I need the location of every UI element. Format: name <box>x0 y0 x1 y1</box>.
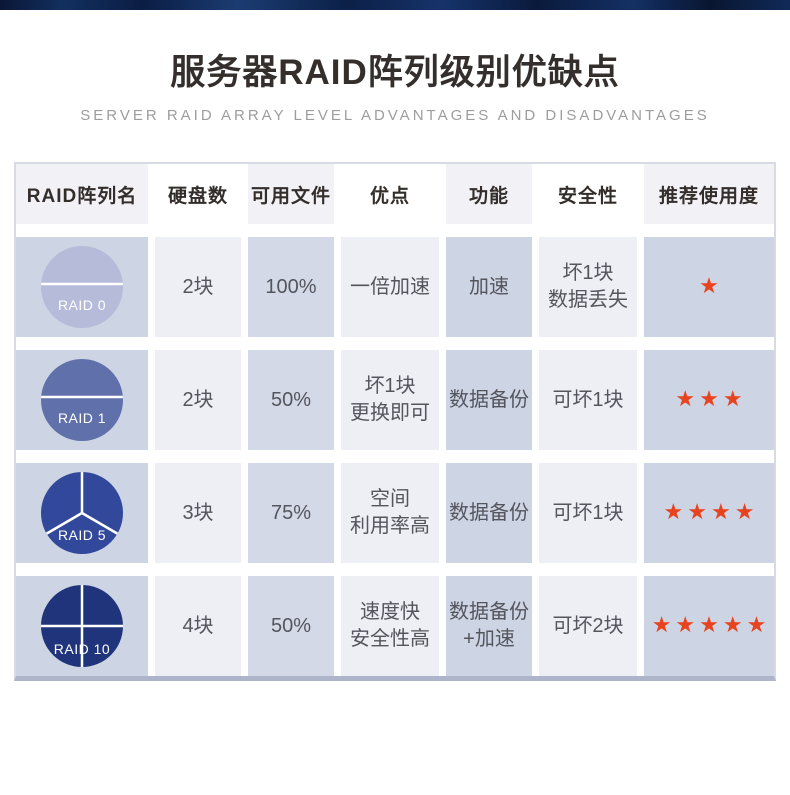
page-title: 服务器RAID阵列级别优缺点 <box>170 53 620 92</box>
raid-comparison-table: RAID阵列名 硬盘数 可用文件 优点 功能 安全性 推荐使用度 RAID 0 … <box>14 162 776 681</box>
raid0-segment-lines <box>41 282 123 286</box>
raid5-usable-cell: 75% <box>248 463 334 563</box>
header-recommendation: 推荐使用度 <box>644 164 774 224</box>
raid5-advantage-cell: 空间 利用率高 <box>341 463 439 563</box>
raid0-label: RAID 0 <box>57 297 107 313</box>
raid0-usable-cell: 100% <box>248 237 334 337</box>
header-usable-files: 可用文件 <box>248 164 334 224</box>
raid5-function-cell: 数据备份 <box>446 463 532 563</box>
raid0-pie-icon: RAID 0 <box>41 246 123 328</box>
raid0-level-cell: RAID 0 <box>16 237 148 337</box>
raid1-star-rating: ★★★ <box>675 387 747 412</box>
header-advantage: 优点 <box>341 164 439 224</box>
raid1-advantage-cell: 坏1块 更换即可 <box>341 350 439 450</box>
raid1-safety-cell: 可坏1块 <box>539 350 637 450</box>
title-block: 服务器RAID阵列级别优缺点 SERVER RAID ARRAY LEVEL A… <box>0 0 790 124</box>
raid1-label: RAID 1 <box>57 410 107 426</box>
page-subtitle: SERVER RAID ARRAY LEVEL ADVANTAGES AND D… <box>80 107 710 124</box>
raid1-level-cell: RAID 1 <box>16 350 148 450</box>
raid10-label: RAID 10 <box>53 641 111 657</box>
raid10-rating-cell: ★★★★★ <box>644 576 774 676</box>
raid5-safety-cell: 可坏1块 <box>539 463 637 563</box>
raid5-segment-lines <box>45 472 119 536</box>
raid10-pie-icon: RAID 10 <box>41 585 123 667</box>
raid5-rating-cell: ★★★★ <box>644 463 774 563</box>
raid5-pie-icon: RAID 5 <box>41 472 123 554</box>
raid1-pie-icon: RAID 1 <box>41 359 123 441</box>
raid10-segment-lines <box>41 585 123 667</box>
raid1-rating-cell: ★★★ <box>644 350 774 450</box>
raid0-star-rating: ★ <box>699 274 723 299</box>
header-function: 功能 <box>446 164 532 224</box>
raid0-advantage-cell: 一倍加速 <box>341 237 439 337</box>
top-navy-banner <box>0 0 790 10</box>
raid10-star-rating: ★★★★★ <box>651 613 771 638</box>
raid0-safety-cell: 坏1块 数据丢失 <box>539 237 637 337</box>
raid5-star-rating: ★★★★ <box>663 500 759 525</box>
raid10-disks-cell: 4块 <box>155 576 241 676</box>
raid1-function-cell: 数据备份 <box>446 350 532 450</box>
raid1-disks-cell: 2块 <box>155 350 241 450</box>
header-raid-name: RAID阵列名 <box>16 164 148 224</box>
header-safety: 安全性 <box>539 164 637 224</box>
raid0-rating-cell: ★ <box>644 237 774 337</box>
raid0-function-cell: 加速 <box>446 237 532 337</box>
raid1-segment-lines <box>41 395 123 399</box>
header-disk-count: 硬盘数 <box>155 164 241 224</box>
raid10-function-cell: 数据备份 +加速 <box>446 576 532 676</box>
raid5-label: RAID 5 <box>57 527 107 543</box>
raid10-advantage-cell: 速度快 安全性高 <box>341 576 439 676</box>
raid5-level-cell: RAID 5 <box>16 463 148 563</box>
raid10-level-cell: RAID 10 <box>16 576 148 676</box>
raid1-usable-cell: 50% <box>248 350 334 450</box>
raid0-disks-cell: 2块 <box>155 237 241 337</box>
raid10-safety-cell: 可坏2块 <box>539 576 637 676</box>
raid10-usable-cell: 50% <box>248 576 334 676</box>
raid5-disks-cell: 3块 <box>155 463 241 563</box>
